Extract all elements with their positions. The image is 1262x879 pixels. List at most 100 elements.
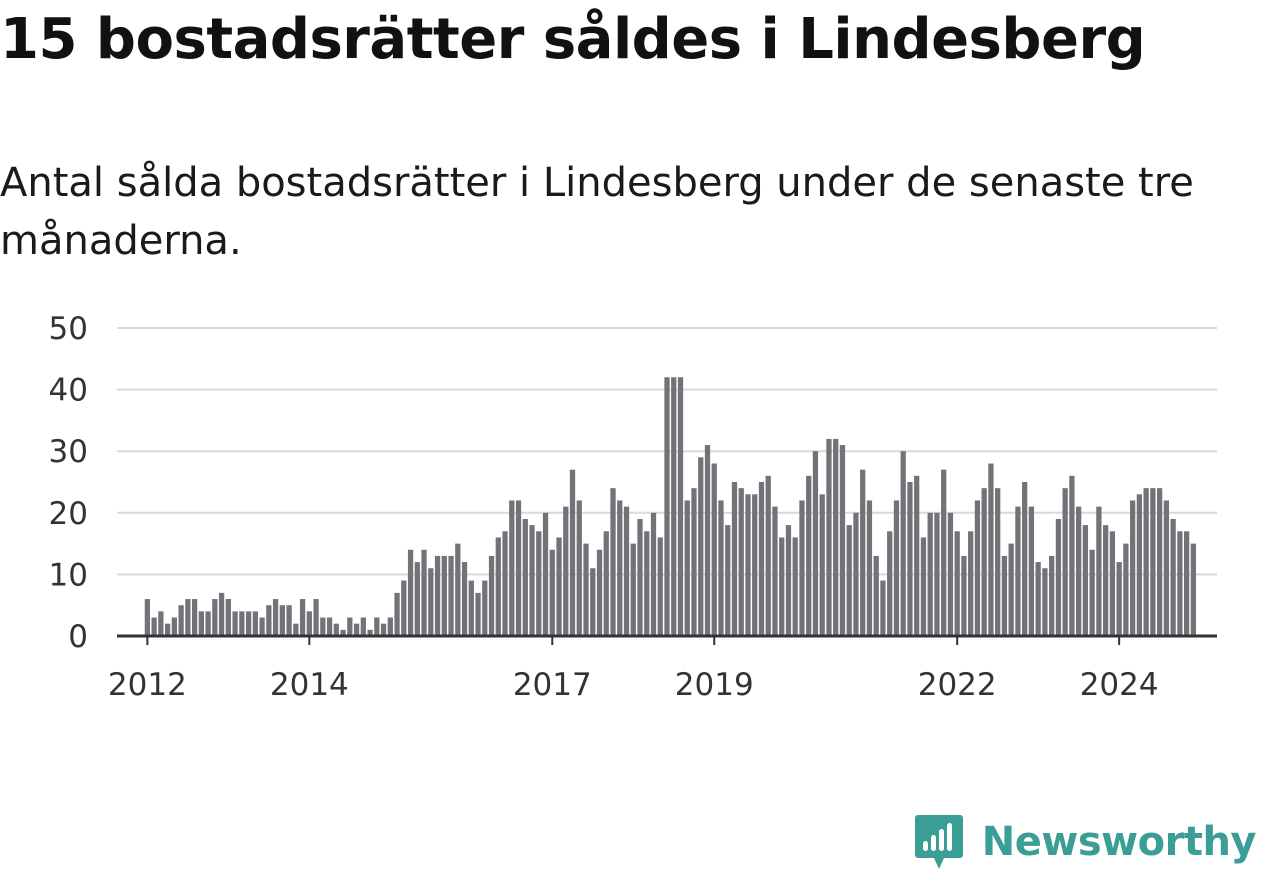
bar xyxy=(806,475,812,636)
bar xyxy=(799,500,805,636)
bar xyxy=(191,599,198,636)
bar xyxy=(1157,488,1163,636)
bar xyxy=(866,500,873,636)
bar xyxy=(205,611,211,636)
bar xyxy=(698,457,704,636)
bar xyxy=(684,500,690,636)
bar xyxy=(502,531,508,636)
bar xyxy=(198,611,204,636)
bar xyxy=(1035,562,1041,636)
y-tick-label: 40 xyxy=(49,373,88,409)
bar xyxy=(401,580,407,636)
x-tick-label: 2017 xyxy=(513,667,592,703)
x-tick-label: 2012 xyxy=(108,667,187,703)
bar-chart-badge-icon xyxy=(914,815,963,869)
bar xyxy=(279,605,285,636)
bar xyxy=(333,623,339,636)
bar xyxy=(1150,488,1156,636)
bar xyxy=(576,500,582,636)
bar xyxy=(623,506,630,636)
bar xyxy=(185,599,191,636)
bar xyxy=(407,549,414,636)
bar xyxy=(1163,500,1170,636)
bar xyxy=(657,537,663,636)
bar xyxy=(995,488,1001,636)
bar xyxy=(934,512,940,636)
bar xyxy=(212,599,218,636)
bar xyxy=(245,611,252,636)
bar xyxy=(988,463,994,636)
bar xyxy=(846,525,852,636)
bar xyxy=(1170,518,1176,636)
bar xyxy=(394,592,400,636)
bar xyxy=(1055,518,1062,636)
bar xyxy=(367,629,373,636)
bar xyxy=(691,488,697,636)
bar xyxy=(718,500,724,636)
y-tick-label: 50 xyxy=(49,311,88,347)
bar xyxy=(171,617,177,636)
bar xyxy=(178,605,184,636)
bar xyxy=(725,525,731,636)
bar xyxy=(515,500,522,636)
bar xyxy=(772,506,778,636)
bar xyxy=(664,377,670,636)
bar xyxy=(434,555,441,636)
bar xyxy=(1022,482,1028,636)
bar xyxy=(644,531,650,636)
bar xyxy=(731,482,738,636)
bar xyxy=(380,623,387,636)
bar xyxy=(1184,531,1190,636)
bar xyxy=(1177,531,1183,636)
bar xyxy=(1130,500,1136,636)
bar xyxy=(293,623,299,636)
bar xyxy=(1069,475,1075,636)
bar xyxy=(745,494,751,636)
bar xyxy=(272,599,279,636)
bar xyxy=(880,580,886,636)
bar xyxy=(1089,549,1095,636)
bar xyxy=(947,512,954,636)
bar xyxy=(509,500,515,636)
bar xyxy=(232,611,238,636)
bar xyxy=(1109,531,1116,636)
bar xyxy=(779,537,785,636)
bar xyxy=(455,543,461,636)
bar xyxy=(536,531,542,636)
bar xyxy=(239,611,245,636)
bar xyxy=(529,525,535,636)
bar xyxy=(1008,543,1014,636)
bar xyxy=(522,518,528,636)
y-tick-label: 10 xyxy=(49,557,88,593)
bar xyxy=(812,451,819,636)
bar xyxy=(704,445,711,636)
bar xyxy=(1028,506,1035,636)
bar xyxy=(1049,555,1055,636)
bar xyxy=(347,617,353,636)
bar xyxy=(887,531,893,636)
x-tick-label: 2019 xyxy=(675,667,754,703)
bar xyxy=(299,599,306,636)
bar xyxy=(860,469,866,636)
bar xyxy=(758,482,765,636)
bar xyxy=(448,555,454,636)
bar xyxy=(603,531,609,636)
bar xyxy=(650,512,657,636)
bar xyxy=(677,377,684,636)
bar xyxy=(374,617,380,636)
bar xyxy=(968,531,974,636)
y-tick-label: 0 xyxy=(68,619,88,655)
bar xyxy=(542,512,549,636)
bar xyxy=(711,463,717,636)
bar xyxy=(563,506,569,636)
bar xyxy=(1001,555,1008,636)
bar xyxy=(590,568,596,636)
bar xyxy=(1062,488,1068,636)
bar xyxy=(266,605,272,636)
brand-name: Newsworthy xyxy=(981,819,1257,865)
y-tick-label: 20 xyxy=(49,496,88,532)
bar xyxy=(326,617,333,636)
bar xyxy=(792,537,798,636)
bar xyxy=(306,611,312,636)
bar xyxy=(353,623,360,636)
